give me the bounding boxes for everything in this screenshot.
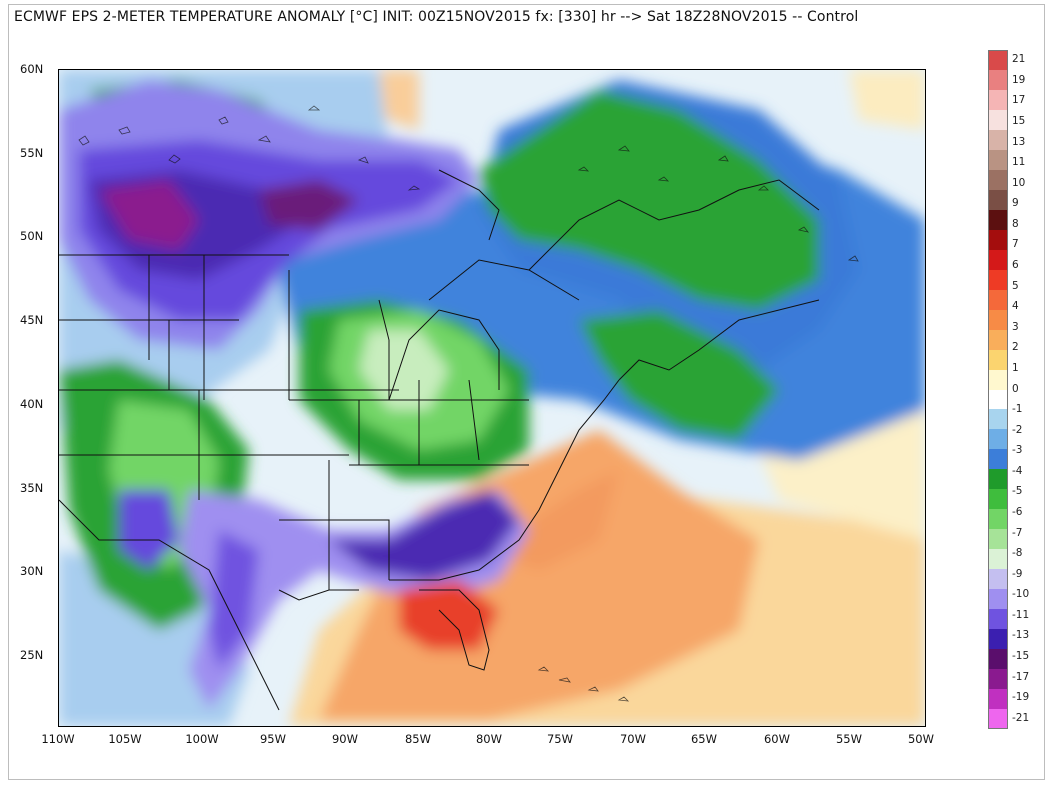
colorbar-label: 5	[1012, 279, 1019, 292]
colorbar-label: 9	[1012, 197, 1019, 210]
lat-label-40n: 40N	[20, 397, 44, 411]
lon-label-85w: 85W	[404, 732, 431, 746]
lat-label-55n: 55N	[20, 146, 44, 160]
colorbar-cell	[988, 50, 1008, 71]
colorbar-label: -1	[1012, 403, 1023, 416]
colorbar-label: -19	[1012, 691, 1030, 704]
anomaly-map[interactable]	[58, 69, 926, 727]
colorbar-label: 7	[1012, 238, 1019, 251]
colorbar-cell	[988, 569, 1008, 590]
lat-label-50n: 50N	[20, 229, 44, 243]
colorbar-label: -9	[1012, 567, 1023, 580]
colorbar-cell	[988, 129, 1008, 151]
colorbar-label: 0	[1012, 382, 1019, 395]
colorbar-cell	[988, 709, 1008, 730]
colorbar-label: 8	[1012, 217, 1019, 230]
colorbar-cell	[988, 109, 1008, 131]
lon-label-50w: 50W	[907, 732, 934, 746]
colorbar-cell	[988, 629, 1008, 650]
colorbar-cell	[988, 189, 1008, 211]
chart-title: ECMWF EPS 2-METER TEMPERATURE ANOMALY [°…	[14, 9, 859, 25]
colorbar-cell	[988, 429, 1008, 450]
colorbar-label: 21	[1012, 53, 1026, 66]
colorbar-label: 13	[1012, 135, 1026, 148]
colorbar-label: -17	[1012, 670, 1030, 683]
lat-label-30n: 30N	[20, 564, 44, 578]
colorbar-cell	[988, 149, 1008, 171]
colorbar-label: -7	[1012, 526, 1023, 539]
colorbar-label: 19	[1012, 73, 1026, 86]
colorbar-cell	[988, 269, 1008, 291]
colorbar-label: -8	[1012, 547, 1023, 560]
colorbar-label: -4	[1012, 464, 1023, 477]
colorbar-cell	[988, 169, 1008, 191]
lon-label-110w: 110W	[41, 732, 75, 746]
lon-label-105w: 105W	[108, 732, 142, 746]
colorbar-cell	[988, 309, 1008, 331]
colorbar-label: -13	[1012, 629, 1030, 642]
colorbar-label: -6	[1012, 505, 1023, 518]
lon-label-75w: 75W	[546, 732, 573, 746]
colorbar-label: 6	[1012, 259, 1019, 272]
lon-label-90w: 90W	[331, 732, 358, 746]
colorbar-cell	[988, 589, 1008, 610]
colorbar-cell	[988, 609, 1008, 630]
colorbar-cell	[988, 69, 1008, 91]
lat-label-35n: 35N	[20, 481, 44, 495]
colorbar-cell	[988, 229, 1008, 251]
colorbar-label: 2	[1012, 341, 1019, 354]
figure-frame	[8, 4, 1045, 780]
colorbar-label: 4	[1012, 300, 1019, 313]
colorbar-label: 11	[1012, 156, 1026, 169]
colorbar-cell	[988, 669, 1008, 690]
colorbar-label: -10	[1012, 588, 1030, 601]
colorbar-cell	[988, 649, 1008, 670]
lat-label-60n: 60N	[20, 62, 44, 76]
lon-label-100w: 100W	[185, 732, 219, 746]
lon-label-60w: 60W	[763, 732, 790, 746]
colorbar-cell	[988, 549, 1008, 570]
colorbar-label: -15	[1012, 649, 1030, 662]
lon-label-55w: 55W	[835, 732, 862, 746]
colorbar-cell	[988, 489, 1008, 510]
colorbar-label: 1	[1012, 361, 1019, 374]
colorbar-cell	[988, 509, 1008, 530]
lon-label-70w: 70W	[619, 732, 646, 746]
colorbar-cell	[988, 209, 1008, 231]
lon-label-65w: 65W	[690, 732, 717, 746]
colorbar-cell	[988, 389, 1008, 410]
colorbar-label: -2	[1012, 423, 1023, 436]
lat-label-45n: 45N	[20, 313, 44, 327]
colorbar-cell	[988, 89, 1008, 111]
colorbar-label: 17	[1012, 94, 1026, 107]
lat-label-25n: 25N	[20, 648, 44, 662]
colorbar-cell	[988, 469, 1008, 490]
colorbar-cell	[988, 529, 1008, 550]
colorbar-cell	[988, 249, 1008, 271]
colorbar-cell	[988, 409, 1008, 430]
anomaly-field	[59, 70, 925, 726]
colorbar-cell	[988, 289, 1008, 311]
colorbar-label: -11	[1012, 608, 1030, 621]
colorbar-cell	[988, 689, 1008, 710]
colorbar-label: -5	[1012, 485, 1023, 498]
colorbar-cell	[988, 369, 1008, 390]
lon-label-80w: 80W	[475, 732, 502, 746]
colorbar-label: -3	[1012, 444, 1023, 457]
colorbar-label: 3	[1012, 320, 1019, 333]
colorbar-label: -21	[1012, 711, 1030, 724]
colorbar-cell	[988, 349, 1008, 371]
lon-label-95w: 95W	[259, 732, 286, 746]
colorbar-label: 15	[1012, 115, 1026, 127]
colorbar-cell	[988, 449, 1008, 470]
colorbar-cell	[988, 329, 1008, 351]
colorbar-label: 10	[1012, 176, 1026, 189]
